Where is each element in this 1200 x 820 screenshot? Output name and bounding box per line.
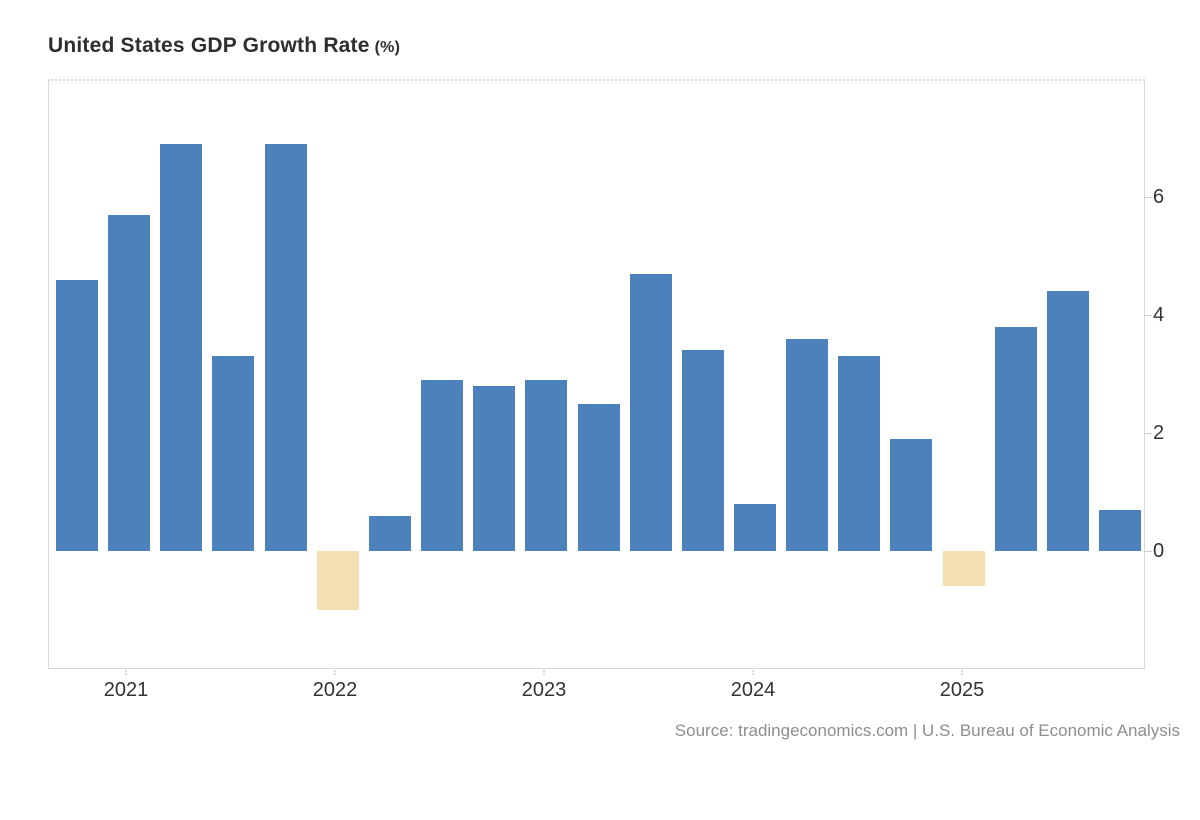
bar-2024-Q2	[786, 338, 829, 551]
bar-2025-Q2	[994, 326, 1037, 551]
bar-2022-Q4	[473, 385, 516, 551]
bar-2024-Q1	[733, 503, 776, 551]
y-axis-label-0: 0	[1153, 540, 1165, 562]
y-axis-tick	[1144, 433, 1152, 434]
chart-title: United States GDP Growth Rate (%)	[48, 34, 400, 58]
bar-2023-Q2	[577, 403, 620, 551]
bar-2023-Q1	[525, 379, 568, 551]
y-axis-label-6: 6	[1153, 186, 1165, 208]
x-axis-label-2021: 2021	[103, 679, 149, 701]
y-axis-label-4: 4	[1153, 304, 1165, 326]
bar-2024-Q4	[890, 438, 933, 551]
y-axis-label-2: 2	[1153, 422, 1165, 444]
bar-2021-Q3	[212, 356, 255, 551]
bar-2024-Q3	[838, 356, 881, 551]
bar-2021-Q4	[264, 143, 307, 551]
bar-2022-Q1	[316, 551, 359, 610]
bar-2020-Q4	[56, 279, 98, 551]
chart-title-text: United States GDP Growth Rate	[48, 34, 370, 57]
x-axis-label-2023: 2023	[521, 679, 567, 701]
bar-2025-Q3	[1046, 291, 1089, 551]
x-axis-label-2025: 2025	[939, 679, 985, 701]
y-axis-tick	[1144, 197, 1152, 198]
bar-2021-Q1	[108, 214, 151, 551]
bar-2022-Q2	[368, 515, 411, 551]
source-attribution: Source: tradingeconomics.com | U.S. Bure…	[674, 721, 1180, 740]
x-axis-label-2024: 2024	[730, 679, 776, 701]
chart-title-unit: (%)	[374, 39, 401, 56]
bar-2025-Q4	[1099, 509, 1141, 551]
bar-2022-Q3	[421, 379, 464, 551]
bar-2023-Q3	[629, 273, 672, 551]
y-axis-tick	[1144, 551, 1152, 552]
bar-2021-Q2	[160, 143, 203, 551]
y-axis-tick	[1144, 315, 1152, 316]
bar-2023-Q4	[681, 350, 724, 551]
x-axis-label-2022: 2022	[312, 679, 358, 701]
bar-2025-Q1	[942, 551, 985, 587]
